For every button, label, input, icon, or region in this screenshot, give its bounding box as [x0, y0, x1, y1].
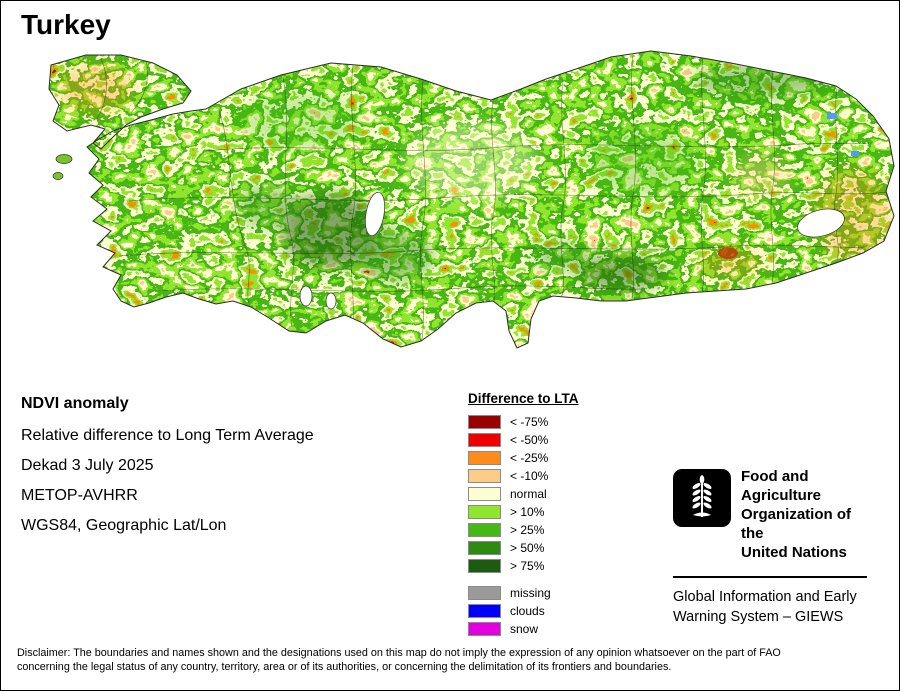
legend: Difference to LTA < -75% < -50% < -25% <… [468, 391, 579, 638]
info-heading: NDVI anomaly [21, 395, 129, 412]
map-info-block: NDVI anomaly Relative difference to Long… [21, 395, 314, 547]
fao-org-name: Food and Agriculture Organization of the… [741, 467, 867, 562]
legend-swatch [468, 451, 501, 465]
islands [52, 154, 73, 180]
legend-item: < -25% [468, 449, 579, 467]
legend-item: < -50% [468, 431, 579, 449]
ndvi-region-patches [58, 63, 891, 291]
legend-item: > 75% [468, 557, 579, 575]
legend-label: < -75% [510, 415, 549, 429]
legend-label: normal [510, 487, 547, 501]
info-line-product: Relative difference to Long Term Average [21, 427, 314, 444]
legend-item: < -10% [468, 467, 579, 485]
fao-separator [673, 576, 867, 578]
legend-label: > 75% [510, 559, 545, 573]
giews-label: Global Information and Early Warning Sys… [673, 587, 867, 627]
legend-title: Difference to LTA [468, 391, 579, 406]
legend-item: < -75% [468, 413, 579, 431]
legend-swatch [468, 433, 501, 447]
legend-item: > 25% [468, 521, 579, 539]
cloud-pixels [827, 113, 859, 156]
legend-label: > 10% [510, 505, 545, 519]
legend-label: missing [510, 586, 551, 600]
country-outline [48, 50, 895, 349]
legend-swatch [468, 604, 501, 618]
info-line-dekad: Dekad 3 July 2025 [21, 457, 154, 474]
turkey-map-svg [48, 50, 895, 349]
legend-item: > 50% [468, 539, 579, 557]
legend-item: clouds [468, 602, 579, 620]
giews-line: Global Information and Early [673, 589, 857, 605]
page-title: Turkey [21, 9, 111, 40]
fao-org-line: Organization of the [741, 506, 851, 542]
turkey-ndvi-map [1, 1, 899, 386]
legend-label: snow [510, 622, 539, 636]
legend-label: clouds [510, 604, 545, 618]
fao-logo [673, 469, 731, 527]
legend-swatch [468, 415, 501, 429]
info-line-sensor: METOP-AVHRR [21, 487, 138, 504]
disclaimer-line: Disclaimer: The boundaries and names sho… [17, 647, 781, 659]
giews-line: Warning System – GIEWS [673, 609, 844, 625]
fao-org-line: Food and Agriculture [741, 468, 822, 504]
lakes [299, 191, 845, 310]
info-line-projection: WGS84, Geographic Lat/Lon [21, 517, 227, 534]
legend-swatch [468, 586, 501, 600]
legend-label: > 50% [510, 541, 545, 555]
legend-gap [468, 575, 579, 584]
legend-label: > 25% [510, 523, 545, 537]
disclaimer: Disclaimer: The boundaries and names sho… [17, 647, 885, 674]
province-boundaries [96, 54, 888, 340]
fao-block: Food and Agriculture Organization of the… [673, 467, 867, 627]
disclaimer-line: concerning the legal status of any count… [17, 660, 672, 673]
legend-swatch [468, 469, 501, 483]
legend-swatch [468, 541, 501, 555]
wheat-ear-icon [692, 475, 712, 517]
legend-label: < -50% [510, 433, 549, 447]
legend-label: < -10% [510, 469, 549, 483]
legend-swatch [468, 505, 501, 519]
legend-item: snow [468, 620, 579, 638]
legend-item: > 10% [468, 503, 579, 521]
legend-label: < -25% [510, 451, 549, 465]
legend-swatch [468, 523, 501, 537]
legend-swatch [468, 487, 501, 501]
legend-item: missing [468, 584, 579, 602]
legend-swatch [468, 559, 501, 573]
legend-swatch [468, 622, 501, 636]
fao-org-line: United Nations [741, 544, 847, 561]
legend-item: normal [468, 485, 579, 503]
